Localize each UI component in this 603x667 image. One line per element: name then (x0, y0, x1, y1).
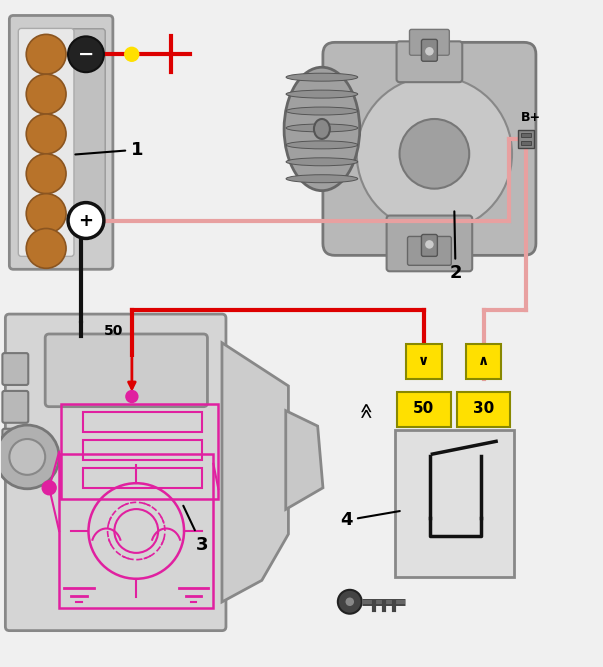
Circle shape (0, 425, 59, 489)
FancyBboxPatch shape (10, 15, 113, 269)
Text: 50: 50 (104, 324, 124, 338)
Bar (59, 454, 213, 608)
FancyBboxPatch shape (63, 29, 105, 219)
Circle shape (27, 154, 66, 193)
Circle shape (27, 193, 66, 233)
Text: 50: 50 (413, 401, 434, 416)
Text: 3: 3 (183, 506, 208, 554)
Text: 4: 4 (340, 511, 400, 530)
Text: ∧: ∧ (478, 354, 489, 368)
Circle shape (125, 47, 139, 61)
Circle shape (68, 37, 104, 72)
FancyBboxPatch shape (2, 391, 28, 423)
Bar (83, 468, 203, 488)
FancyBboxPatch shape (2, 353, 28, 385)
Text: B+: B+ (521, 111, 541, 124)
FancyBboxPatch shape (323, 42, 536, 255)
Circle shape (400, 119, 469, 189)
Bar (466, 344, 502, 379)
Bar (456, 392, 510, 427)
FancyBboxPatch shape (45, 334, 207, 407)
Circle shape (27, 114, 66, 154)
Ellipse shape (284, 67, 360, 191)
Circle shape (126, 391, 138, 402)
Circle shape (345, 597, 355, 607)
Text: 2: 2 (449, 211, 462, 282)
Bar (521, 141, 531, 145)
FancyBboxPatch shape (518, 130, 534, 148)
Circle shape (27, 74, 66, 114)
Ellipse shape (286, 141, 358, 149)
Ellipse shape (286, 124, 358, 132)
Ellipse shape (286, 158, 358, 166)
FancyBboxPatch shape (2, 429, 28, 461)
Circle shape (27, 35, 66, 74)
FancyBboxPatch shape (18, 29, 74, 256)
Circle shape (357, 76, 512, 231)
FancyBboxPatch shape (421, 39, 437, 61)
Text: −: − (78, 45, 94, 64)
Text: 30: 30 (473, 401, 494, 416)
Circle shape (10, 439, 45, 475)
FancyBboxPatch shape (421, 235, 437, 256)
Bar (521, 133, 531, 137)
Ellipse shape (286, 90, 358, 98)
Text: ∨: ∨ (418, 354, 429, 368)
FancyBboxPatch shape (408, 236, 451, 265)
Circle shape (338, 590, 362, 614)
Ellipse shape (286, 107, 358, 115)
Ellipse shape (314, 119, 330, 139)
Circle shape (425, 46, 434, 56)
Bar (397, 392, 450, 427)
Bar (394, 430, 514, 577)
Circle shape (42, 481, 56, 495)
Circle shape (68, 203, 104, 238)
Bar (61, 404, 218, 499)
Ellipse shape (286, 73, 358, 81)
FancyBboxPatch shape (5, 314, 226, 630)
Bar (406, 344, 442, 379)
Polygon shape (286, 411, 323, 510)
Bar (83, 412, 203, 432)
Text: ≫: ≫ (359, 401, 374, 417)
Circle shape (425, 239, 434, 249)
Text: +: + (78, 211, 93, 229)
FancyBboxPatch shape (397, 41, 463, 82)
Polygon shape (222, 343, 288, 602)
FancyBboxPatch shape (409, 29, 449, 55)
FancyBboxPatch shape (387, 215, 472, 271)
Text: 1: 1 (75, 141, 144, 159)
Ellipse shape (286, 175, 358, 183)
Circle shape (27, 229, 66, 268)
Bar (83, 440, 203, 460)
